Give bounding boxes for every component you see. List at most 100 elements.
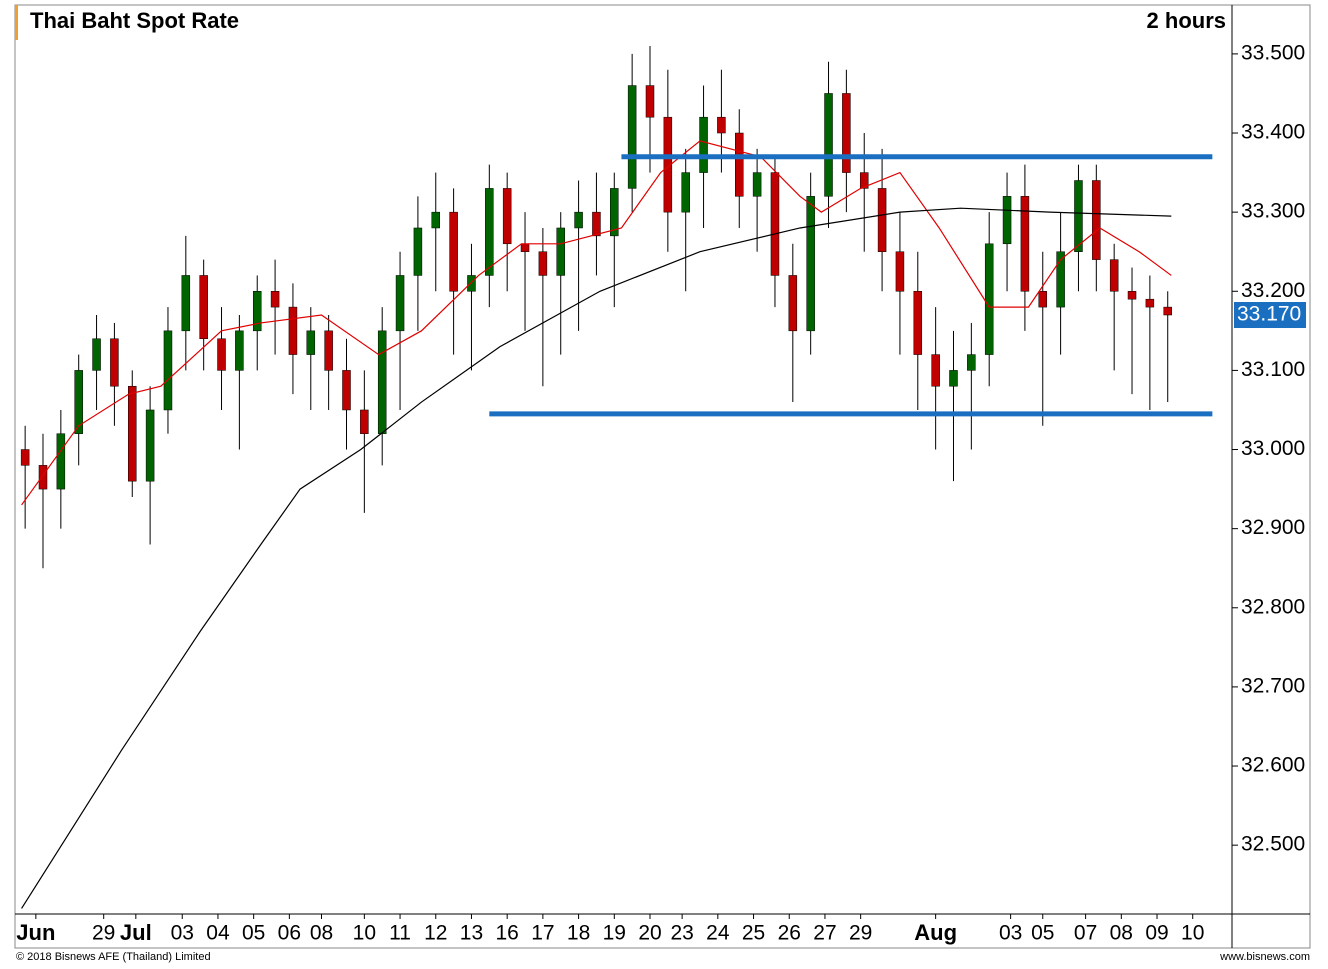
candle-body: [842, 93, 851, 173]
x-tick-label: 11: [389, 922, 411, 945]
x-tick-label: 16: [495, 922, 518, 945]
candle-body: [181, 275, 191, 332]
price-tag: [1234, 302, 1306, 329]
candle-body: [1145, 298, 1155, 308]
chart-title: Thai Baht Spot Rate: [30, 8, 239, 33]
x-tick-label: 24: [706, 922, 730, 945]
x-tick-label: 03: [171, 922, 194, 945]
candle-body: [360, 409, 369, 434]
candle-body: [770, 172, 780, 276]
x-tick-label: 23: [670, 922, 693, 945]
plot-area: [20, 45, 1213, 909]
candle-body: [413, 227, 423, 276]
y-tick-label: 33.300: [1241, 200, 1305, 223]
candle-body: [235, 330, 244, 371]
candle-body: [56, 433, 66, 490]
y-tick-label: 32.700: [1241, 674, 1305, 697]
candle-body: [788, 275, 798, 332]
candle-body: [1127, 291, 1137, 300]
x-tick-label: 17: [531, 922, 554, 945]
candle-body: [663, 116, 673, 213]
candle-body: [163, 330, 173, 411]
candle-body: [538, 251, 548, 276]
candle-body: [431, 211, 441, 229]
candle-body: [199, 275, 208, 339]
x-tick-label: Aug: [914, 920, 957, 945]
candle-body: [74, 370, 83, 434]
candle-body: [752, 172, 762, 197]
candle-body: [913, 291, 923, 355]
candle-body: [1056, 251, 1065, 308]
candle-body: [610, 188, 619, 237]
candle-body: [449, 211, 458, 292]
candle-body: [967, 354, 976, 371]
moving-average: [21, 140, 1172, 506]
x-tick-label: 26: [778, 922, 801, 945]
candle-body: [1002, 196, 1012, 245]
x-tick-label: 27: [813, 922, 836, 945]
candle-body: [1092, 180, 1101, 260]
x-tick-label: 20: [638, 922, 661, 945]
candle-body: [395, 275, 405, 332]
candle-body: [877, 188, 887, 252]
candle-body: [1038, 291, 1048, 308]
candle-body: [592, 211, 601, 237]
y-tick-label: 33.400: [1241, 121, 1305, 144]
price-tag-label: 33.170: [1237, 303, 1301, 326]
candle-body: [38, 465, 48, 490]
footer-left: © 2018 Bisnews AFE (Thailand) Limited: [16, 951, 211, 963]
candle-body: [145, 409, 155, 482]
y-tick-label: 33.200: [1241, 279, 1305, 302]
candle-body: [502, 188, 512, 245]
x-tick-label: 05: [242, 922, 265, 945]
candle-body: [735, 132, 744, 197]
candle-body: [859, 172, 869, 189]
candle-body: [1163, 306, 1172, 316]
candle-body: [984, 243, 994, 355]
moving-average: [21, 207, 1172, 909]
candle-body: [252, 291, 262, 332]
x-tick-label: 29: [92, 922, 115, 945]
candle-body: [128, 385, 137, 482]
x-tick-label: 08: [310, 922, 333, 945]
x-tick-label: Jun: [16, 920, 55, 945]
candle-body: [1020, 196, 1030, 292]
x-tick-label: 08: [1110, 922, 1133, 945]
candle-body: [931, 354, 940, 387]
candle-body: [717, 116, 726, 134]
candle-body: [699, 116, 708, 173]
x-tick-label: 09: [1145, 922, 1168, 945]
candle-body: [520, 243, 530, 252]
x-tick-label: 07: [1074, 922, 1097, 945]
candle-body: [1074, 180, 1083, 252]
x-tick-label: 03: [999, 922, 1022, 945]
candle-body: [574, 211, 583, 229]
accent: [15, 5, 18, 40]
candle-body: [92, 338, 101, 371]
candle-body: [681, 172, 690, 213]
x-tick-label: 19: [603, 922, 626, 945]
footer-right: www.bisnews.com: [1219, 951, 1310, 963]
x-tick-label: 06: [278, 922, 301, 945]
candle-body: [20, 449, 30, 466]
y-tick-label: 33.000: [1241, 437, 1305, 460]
candle-body: [895, 251, 905, 292]
y-tick-label: 32.600: [1241, 754, 1305, 777]
y-tick-label: 33.100: [1241, 358, 1305, 381]
interval-label: 2 hours: [1147, 8, 1226, 33]
x-tick-label: 04: [206, 922, 230, 945]
candle-body: [806, 196, 815, 332]
candle-body: [342, 370, 351, 411]
y-tick-label: 33.500: [1241, 41, 1305, 64]
x-tick-label: 12: [424, 922, 447, 945]
x-tick-label: 05: [1031, 922, 1054, 945]
candle-body: [110, 338, 119, 387]
candle-body: [467, 275, 476, 292]
candle-body: [824, 93, 833, 197]
candle-body: [217, 338, 226, 371]
candle-body: [306, 330, 316, 355]
candle-body: [949, 370, 958, 387]
candle-body: [270, 291, 280, 308]
frame: [14, 4, 1311, 949]
